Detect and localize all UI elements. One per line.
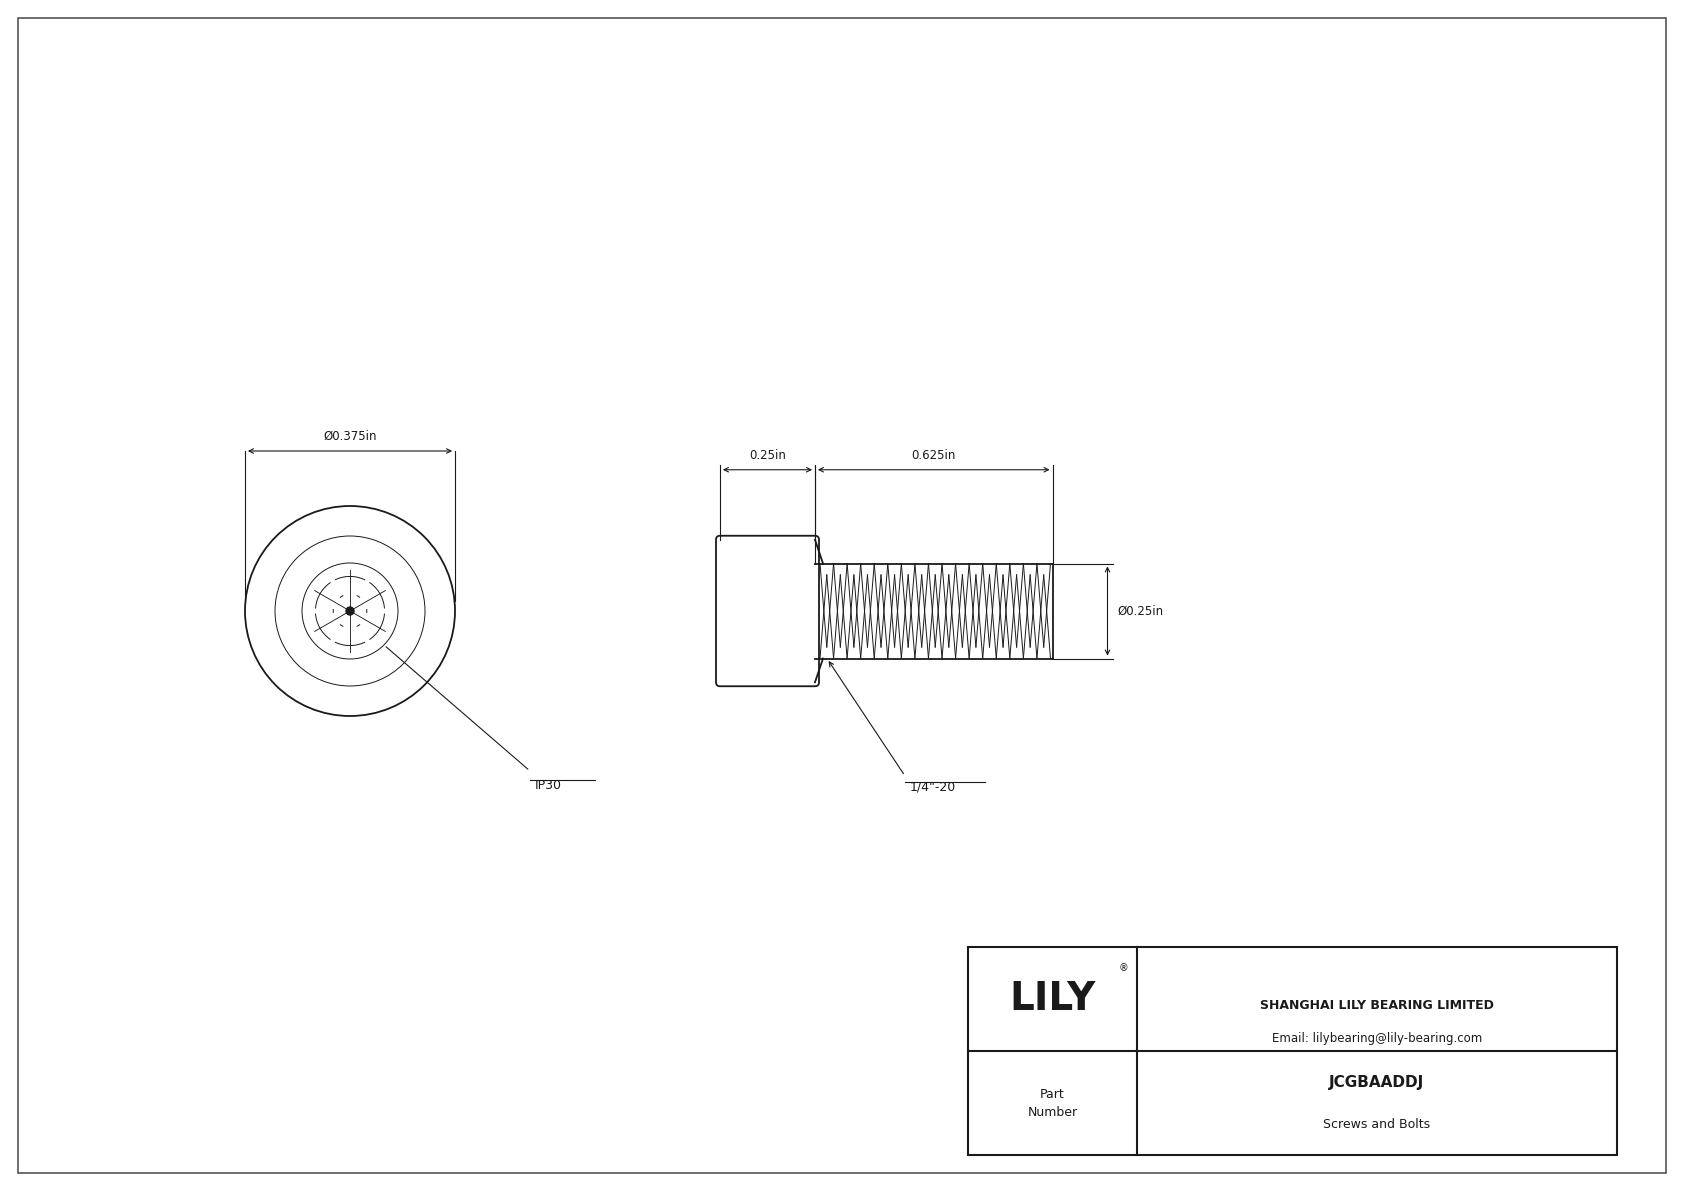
- Text: Ø0.375in: Ø0.375in: [323, 430, 377, 443]
- Text: 0.625in: 0.625in: [911, 449, 957, 462]
- Text: SHANGHAI LILY BEARING LIMITED: SHANGHAI LILY BEARING LIMITED: [1260, 999, 1494, 1011]
- Bar: [968, 947, 1617, 1155]
- Circle shape: [345, 607, 354, 615]
- Text: Screws and Bolts: Screws and Bolts: [1324, 1117, 1430, 1130]
- Text: Ø0.25in: Ø0.25in: [1118, 605, 1164, 617]
- Text: Email: lilybearing@lily-bearing.com: Email: lilybearing@lily-bearing.com: [1271, 1033, 1482, 1045]
- Text: IP30: IP30: [536, 779, 562, 792]
- FancyBboxPatch shape: [716, 536, 818, 686]
- Text: ®: ®: [1118, 962, 1128, 973]
- Text: LILY: LILY: [1009, 980, 1096, 1018]
- Text: JCGBAADDJ: JCGBAADDJ: [1329, 1074, 1425, 1090]
- Text: Part
Number: Part Number: [1027, 1087, 1078, 1118]
- Text: 0.25in: 0.25in: [749, 449, 786, 462]
- Text: 1/4"-20: 1/4"-20: [909, 781, 957, 794]
